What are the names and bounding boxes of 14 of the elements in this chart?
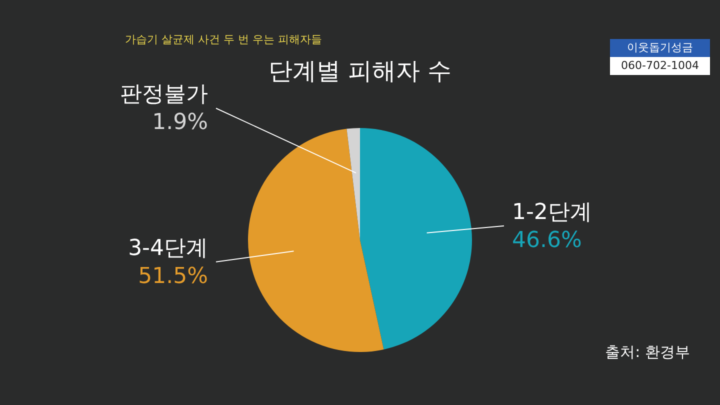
- slice-label: 판정불가: [120, 82, 208, 108]
- slice-label: 1-2단계: [512, 200, 592, 225]
- slice-label: 3-4단계: [128, 236, 208, 261]
- pie-slice: [360, 128, 472, 350]
- text: 가습기 살균제 사건 두 번 우는 피해자들: [125, 33, 322, 46]
- pie-slice: [346, 128, 360, 240]
- data-label: 51.5%: [138, 264, 208, 289]
- text: 이웃돕기성금: [627, 41, 693, 54]
- data-label: 46.6%: [512, 228, 582, 253]
- source-note: 출처: 환경부: [605, 343, 690, 361]
- chart-title: 단계별 피해자 수: [268, 57, 452, 85]
- text: 060-702-1004: [621, 59, 699, 72]
- data-label: 1.9%: [152, 110, 208, 136]
- pie-slice: [248, 128, 384, 352]
